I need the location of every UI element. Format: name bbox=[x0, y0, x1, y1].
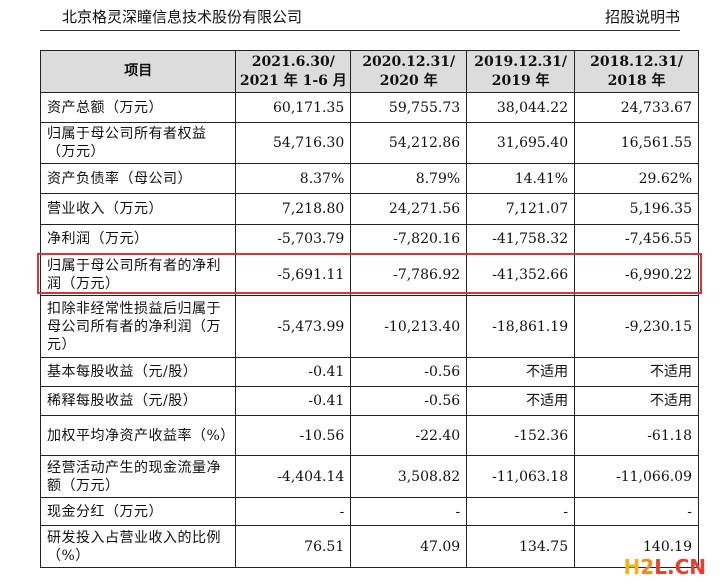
table-row-highlighted: 归属于母公司所有者的净利润（万元） -5,691.11 -7,786.92 -4… bbox=[39, 253, 699, 296]
company-name: 北京格灵深瞳信息技术股份有限公司 bbox=[62, 8, 303, 26]
table-cell: - bbox=[350, 497, 468, 526]
table-cell: 29.62% bbox=[574, 163, 699, 194]
page-header: 北京格灵深瞳信息技术股份有限公司 招股说明书 bbox=[40, 0, 680, 31]
table-row: 净利润（万元） -5,703.79 -7,820.16 -41,758.32 -… bbox=[39, 224, 699, 254]
table-cell: 16,561.55 bbox=[574, 122, 699, 164]
table-row: 加权平均净资产收益率（%） -10.56 -22.40 -152.36 -61.… bbox=[39, 415, 699, 456]
table-cell: -11,063.18 bbox=[466, 455, 576, 498]
table-cell: -41,352.66 bbox=[466, 253, 576, 296]
watermark-char: L bbox=[654, 555, 667, 579]
table-cell: 不适用 bbox=[574, 357, 699, 387]
table-cell: 14.41% bbox=[466, 163, 576, 194]
table-row: 基本每股收益（元/股） -0.41 -0.56 不适用 不适用 bbox=[39, 357, 699, 387]
table-cell: -7,456.55 bbox=[574, 224, 699, 254]
table-cell: 134.75 bbox=[466, 525, 576, 568]
table-header-row: 项目 2021.6.30/ 2021 年 1-6 月 2020.12.31/ 2… bbox=[39, 50, 699, 93]
table-row: 稀释每股收益（元/股） -0.41 -0.56 不适用 不适用 bbox=[39, 386, 699, 416]
table-cell: -0.41 bbox=[235, 386, 352, 416]
table-cell: -18,861.19 bbox=[466, 295, 576, 358]
table-cell: -7,786.92 bbox=[350, 253, 468, 296]
row-label: 经营活动产生的现金流量净额（万元） bbox=[39, 455, 237, 498]
watermark-char: 2 bbox=[640, 555, 655, 579]
table-row: 归属于母公司所有者权益（万元） 54,716.30 54,212.86 31,6… bbox=[39, 122, 699, 164]
table-cell: -0.56 bbox=[350, 357, 468, 387]
table-row: 营业收入（万元） 7,218.80 24,271.56 7,121.07 5,1… bbox=[39, 193, 699, 225]
table-cell: - bbox=[235, 497, 352, 526]
row-label: 基本每股收益（元/股） bbox=[39, 357, 237, 387]
table-cell: 3,508.82 bbox=[350, 455, 468, 498]
column-header: 2021.6.30/ 2021 年 1-6 月 bbox=[235, 50, 352, 93]
row-label: 净利润（万元） bbox=[39, 224, 237, 254]
table-cell: - bbox=[574, 497, 699, 526]
column-header: 2020.12.31/ 2020 年 bbox=[350, 50, 468, 93]
table-cell: 8.37% bbox=[235, 163, 352, 194]
table-cell: 24,733.67 bbox=[574, 92, 699, 123]
table-cell: 38,044.22 bbox=[466, 92, 576, 123]
table-cell: -5,691.11 bbox=[235, 253, 352, 296]
column-header: 2018.12.31/ 2018 年 bbox=[574, 50, 699, 93]
table-cell: -5,473.99 bbox=[235, 295, 352, 358]
watermark-char: H bbox=[623, 555, 641, 579]
row-label: 归属于母公司所有者的净利润（万元） bbox=[39, 253, 237, 296]
site-watermark: H2L.CN bbox=[624, 555, 706, 579]
table-cell: -152.36 bbox=[466, 415, 576, 456]
financial-data-table: 项目 2021.6.30/ 2021 年 1-6 月 2020.12.31/ 2… bbox=[39, 50, 699, 568]
table-cell: 47.09 bbox=[350, 525, 468, 568]
table-row: 研发投入占营业收入的比例（%） 76.51 47.09 134.75 140.1… bbox=[39, 525, 699, 568]
table-row: 资产负债率（母公司） 8.37% 8.79% 14.41% 29.62% bbox=[39, 163, 699, 194]
table-cell: -11,066.09 bbox=[574, 455, 699, 498]
table-cell: -9,230.15 bbox=[574, 295, 699, 358]
table-row: 经营活动产生的现金流量净额（万元） -4,404.14 3,508.82 -11… bbox=[39, 455, 699, 498]
row-label: 现金分红（万元） bbox=[39, 497, 237, 526]
table-cell: -61.18 bbox=[574, 415, 699, 456]
table-cell: 76.51 bbox=[235, 525, 352, 568]
table-cell: -41,758.32 bbox=[466, 224, 576, 254]
table-cell: 不适用 bbox=[466, 357, 576, 387]
table-cell: 24,271.56 bbox=[350, 193, 468, 225]
column-header: 项目 bbox=[39, 50, 237, 93]
table-cell: 8.79% bbox=[350, 163, 468, 194]
table-cell: 31,695.40 bbox=[466, 122, 576, 164]
table-cell: 5,196.35 bbox=[574, 193, 699, 225]
watermark-char: . bbox=[666, 555, 675, 579]
table-cell: -0.56 bbox=[350, 386, 468, 416]
watermark-char: CN bbox=[674, 555, 706, 579]
table-row: 资产总额（万元） 60,171.35 59,755.73 38,044.22 2… bbox=[39, 92, 699, 123]
table-cell: -0.41 bbox=[235, 357, 352, 387]
table-cell: 60,171.35 bbox=[235, 92, 352, 123]
table-cell: -7,820.16 bbox=[350, 224, 468, 254]
table-row: 扣除非经常性损益后归属于母公司所有者的净利润（万元） -5,473.99 -10… bbox=[39, 295, 699, 358]
row-label: 加权平均净资产收益率（%） bbox=[39, 415, 237, 456]
table-cell: - bbox=[466, 497, 576, 526]
row-label: 归属于母公司所有者权益（万元） bbox=[39, 122, 237, 164]
table-cell: -4,404.14 bbox=[235, 455, 352, 498]
table-cell: 54,716.30 bbox=[235, 122, 352, 164]
table-cell: 7,121.07 bbox=[466, 193, 576, 225]
document-type: 招股说明书 bbox=[604, 8, 680, 26]
table-row: 现金分红（万元） - - - - bbox=[39, 497, 699, 526]
row-label: 资产总额（万元） bbox=[39, 92, 237, 123]
row-label: 营业收入（万元） bbox=[39, 193, 237, 225]
row-label: 稀释每股收益（元/股） bbox=[39, 386, 237, 416]
table-cell: -5,703.79 bbox=[235, 224, 352, 254]
column-header: 2019.12.31/ 2019 年 bbox=[466, 50, 576, 93]
table-cell: -6,990.22 bbox=[574, 253, 699, 296]
table-cell: 140.19 bbox=[574, 525, 699, 568]
table-cell: 不适用 bbox=[466, 386, 576, 416]
table-cell: -10,213.40 bbox=[350, 295, 468, 358]
table-cell: 54,212.86 bbox=[350, 122, 468, 164]
table-cell: 不适用 bbox=[574, 386, 699, 416]
row-label: 资产负债率（母公司） bbox=[39, 163, 237, 194]
row-label: 研发投入占营业收入的比例（%） bbox=[39, 525, 237, 568]
table-cell: 7,218.80 bbox=[235, 193, 352, 225]
table-cell: -22.40 bbox=[350, 415, 468, 456]
table-cell: 59,755.73 bbox=[350, 92, 468, 123]
table-cell: -10.56 bbox=[235, 415, 352, 456]
row-label: 扣除非经常性损益后归属于母公司所有者的净利润（万元） bbox=[39, 295, 237, 358]
